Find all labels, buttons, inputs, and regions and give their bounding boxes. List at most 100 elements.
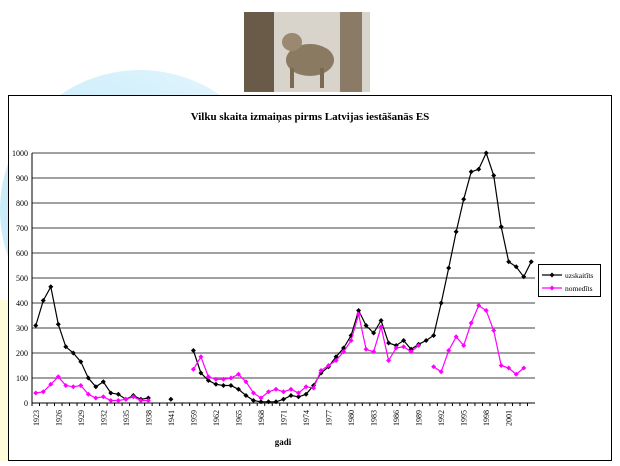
point-marker <box>386 358 392 363</box>
point-marker <box>513 371 519 377</box>
point-marker <box>468 169 474 175</box>
point-marker <box>228 375 234 381</box>
point-marker <box>235 386 241 392</box>
legend-label: uzskaitīts <box>565 271 593 280</box>
point-marker <box>498 224 504 230</box>
point-marker <box>40 389 46 395</box>
point-marker <box>453 334 459 340</box>
point-marker <box>393 345 399 351</box>
point-marker <box>198 370 204 376</box>
point-marker <box>416 343 422 348</box>
point-marker <box>491 173 497 178</box>
x-tick-label: 1986 <box>392 410 401 426</box>
y-tick-label: 200 <box>16 349 28 358</box>
point-marker <box>446 265 452 271</box>
point-marker <box>258 399 264 405</box>
point-marker <box>438 300 444 306</box>
x-tick-label: 1980 <box>347 410 356 426</box>
y-tick-label: 400 <box>16 299 28 308</box>
point-marker <box>498 363 504 368</box>
point-marker <box>356 311 362 317</box>
point-marker <box>235 371 241 377</box>
y-tick-label: 600 <box>16 249 28 258</box>
x-tick-label: 1962 <box>212 410 221 426</box>
point-marker <box>288 393 294 398</box>
point-marker <box>371 349 377 355</box>
point-marker <box>461 196 467 202</box>
point-marker <box>108 398 114 403</box>
point-marker <box>190 348 196 353</box>
series-line <box>35 151 532 403</box>
y-tick-label: 500 <box>16 274 28 283</box>
point-marker <box>123 396 129 402</box>
point-marker <box>521 274 527 280</box>
legend-label: nomedīts <box>565 284 593 293</box>
point-marker <box>483 150 489 156</box>
point-marker <box>33 323 39 328</box>
y-tick-label: 1000 <box>12 149 28 158</box>
point-marker <box>93 395 99 401</box>
point-marker <box>303 384 309 390</box>
x-tick-label: 1932 <box>99 410 108 426</box>
point-marker <box>40 298 46 303</box>
point-marker <box>401 338 407 343</box>
legend-marker <box>549 285 555 291</box>
point-marker <box>115 391 121 397</box>
point-marker <box>100 379 106 385</box>
point-marker <box>303 391 309 397</box>
point-marker <box>378 324 384 330</box>
point-marker <box>33 390 39 396</box>
point-marker <box>438 369 444 375</box>
point-marker <box>243 393 249 398</box>
x-tick-label: 1995 <box>460 410 469 426</box>
y-tick-label: 100 <box>16 374 28 383</box>
point-marker <box>273 399 279 405</box>
point-marker <box>93 384 99 390</box>
point-marker <box>453 229 459 235</box>
point-marker <box>296 390 302 396</box>
x-tick-label: 1959 <box>189 410 198 426</box>
point-marker <box>48 284 54 290</box>
point-marker <box>220 376 226 382</box>
legend-box <box>538 264 601 297</box>
point-marker <box>296 394 302 400</box>
x-tick-label: 1977 <box>325 410 334 426</box>
x-tick-label: 1983 <box>370 410 379 426</box>
x-tick-label: 1923 <box>32 410 41 426</box>
point-marker <box>506 365 512 371</box>
point-marker <box>205 378 211 383</box>
point-marker <box>491 328 497 333</box>
point-marker <box>528 259 534 265</box>
point-marker <box>138 398 144 403</box>
point-marker <box>513 264 519 270</box>
x-tick-label: 1941 <box>167 410 176 426</box>
point-marker <box>333 354 339 360</box>
point-marker <box>318 368 324 373</box>
point-marker <box>371 330 377 336</box>
point-marker <box>363 346 369 352</box>
point-marker <box>78 383 84 388</box>
point-marker <box>63 383 69 388</box>
point-marker <box>281 389 286 395</box>
x-tick-label: 1974 <box>302 410 311 426</box>
legend-marker <box>549 272 555 278</box>
point-marker <box>476 166 482 172</box>
point-marker <box>431 333 437 338</box>
point-marker <box>190 366 196 372</box>
point-marker <box>108 390 114 396</box>
y-tick-label: 0 <box>24 399 28 408</box>
y-tick-label: 300 <box>16 324 28 333</box>
point-marker <box>341 349 347 355</box>
x-tick-label: 1968 <box>257 410 266 426</box>
x-tick-label: 1992 <box>437 410 446 426</box>
point-marker <box>521 365 527 371</box>
point-marker <box>168 396 174 402</box>
chart-title: Vilku skaita izmaiņas pirms Latvijas ies… <box>191 111 430 123</box>
point-marker <box>70 350 76 356</box>
point-marker <box>378 318 384 323</box>
point-marker <box>48 381 54 387</box>
point-marker <box>423 338 429 343</box>
point-marker <box>363 323 369 328</box>
y-tick-label: 800 <box>16 199 28 208</box>
